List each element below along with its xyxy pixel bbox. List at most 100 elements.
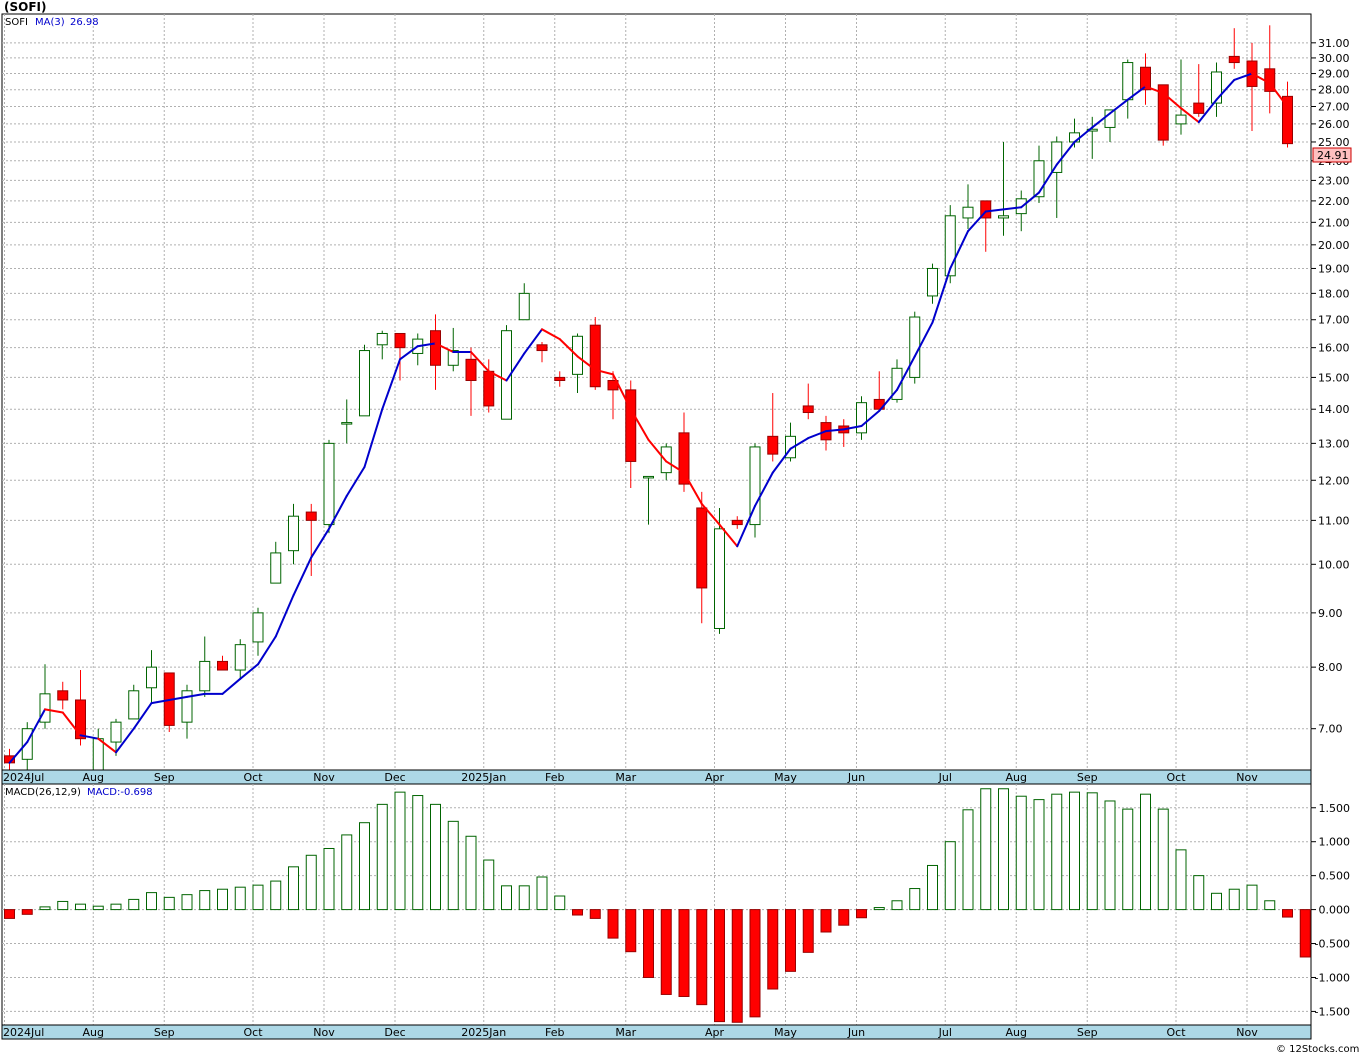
candle-body [199,660,211,692]
ma3-segment [470,351,490,373]
ma3-segment [186,692,206,698]
ma3-segment [434,342,455,354]
macd-bar [856,909,867,919]
macd-bar [1122,808,1134,911]
macd-bar [944,841,956,911]
ma3-segment [328,494,348,530]
macd-bar [909,888,921,911]
price-y-tick-label: 31.00 [1318,37,1350,50]
ma3-segment [79,734,100,740]
price-y-axis: 7.00 8.00 9.00 10.00 11.00 12.00 13.00 14.00 15.… [1311,37,1350,736]
candle-body [643,475,654,479]
macd-bar [980,788,992,911]
macd-x-tick-label: Jun [847,1026,865,1039]
candle-body [856,402,867,434]
ma3-segment [1144,85,1165,95]
ma3-segment [1233,72,1253,81]
candle-body [323,442,335,526]
candle-body [1282,95,1293,145]
price-x-tick-label: 2025Jan [461,771,506,784]
macd-bar [1282,909,1293,918]
price-date-band [1,769,1312,785]
last-price-badge [1312,147,1352,163]
ma3-segment [913,321,934,358]
price-y-tick-label: 12.00 [1318,474,1350,487]
ma3-segment [984,208,1005,213]
macd-x-tick-label: Oct [1166,1026,1186,1039]
macd-bar [252,884,264,911]
price-y-tick-label: 30.00 [1318,52,1350,65]
ma3-segment [700,502,721,526]
price-x-tick-label: Nov [1236,771,1258,784]
ma3-segment [949,230,969,270]
candle-body [891,367,903,400]
ma3-segment [1162,92,1182,110]
macd-bar [1140,793,1151,911]
ma3-segment [1126,85,1147,101]
candle-body [1033,160,1045,198]
ma3-segment [363,408,384,469]
ma3-segment [487,370,508,382]
ma3-segment [381,358,401,411]
macd-bar [217,888,228,911]
macd-x-tick-label: Sep [154,1026,175,1039]
candle-body [1122,62,1134,101]
price-y-tick-label: 14.00 [1318,403,1350,416]
macd-x-labels: 2024Jul Aug Sep Oct Nov Dec 2025Jan Feb Mar Apr Ma… [3,1026,1258,1039]
price-x-tick-label: May [774,771,797,784]
macd-bar [394,791,406,911]
price-x-tick-label: Dec [384,771,405,784]
ma3-segment [257,635,277,666]
candle-body [465,358,477,381]
macd-bar [1264,900,1276,911]
price-y-tick-label: 28.00 [1318,84,1350,97]
ma3-segment [1109,98,1129,115]
macd-bar [518,885,530,911]
candle-body [1104,109,1116,128]
candle-body [1051,141,1063,173]
price-y-tick-label: 11.00 [1318,514,1350,527]
price-y-tick-label: 25.00 [1318,136,1350,149]
macd-y-tick-label: -1.500 [1315,1005,1350,1018]
macd-bar [234,886,246,911]
candle-body [75,699,86,740]
macd-bar [1157,808,1169,911]
macd-bar [341,834,353,911]
price-y-tick-label: 17.00 [1318,314,1350,327]
candle-body [430,330,441,366]
macd-legend-value: MACD:-0.698 [87,787,153,798]
candle-body [1140,66,1151,91]
ma3-segment [860,409,881,427]
ma3-segment [629,408,650,441]
ma3-segment [594,368,614,376]
macd-bar [802,909,814,953]
macd-y-axis: -1.500 -1.000 -0.500 0.000 0.500 1.000 1.500 [1311,802,1350,1018]
ma3-segment [541,328,561,341]
macd-bar [678,909,690,997]
macd-bar [430,803,441,911]
candle-body [447,350,459,366]
macd-bar [110,903,122,911]
ma3-segment [1091,112,1111,129]
macd-bar [731,909,743,1023]
ma3-segment [1268,82,1289,108]
macd-bar [305,854,317,911]
candle-body [802,405,814,414]
macd-bar [270,880,282,911]
candle-body [998,215,1009,219]
ma3-segment [878,388,898,412]
ma3-segment [789,437,810,450]
macd-y-tick-label: -0.500 [1315,938,1350,951]
ma3-segment [1197,98,1218,124]
candle-body [217,660,228,671]
ma3-segment [1215,78,1236,101]
macd-x-tick-label: Nov [1236,1026,1258,1039]
ma3-segment [931,267,952,324]
ma3-segment [1180,107,1200,124]
macd-bar [483,859,495,911]
ma3-segment [132,702,153,730]
ma3-segment [44,708,64,714]
macd-bar [1175,849,1187,911]
ma3-segment [115,727,135,754]
